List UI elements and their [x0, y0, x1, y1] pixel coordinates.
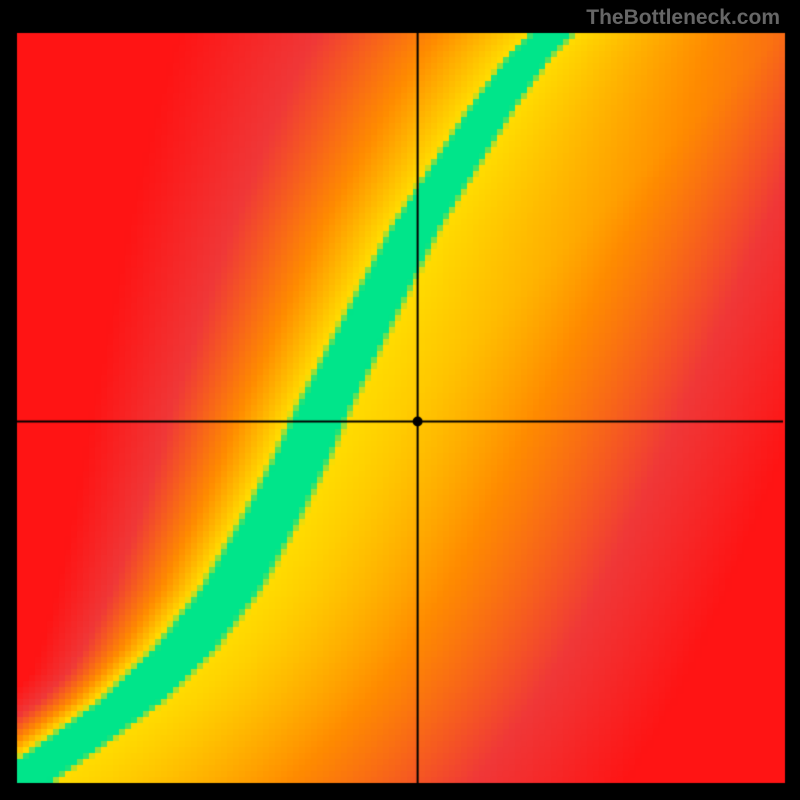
heatmap-canvas [0, 0, 800, 800]
watermark-text: TheBottleneck.com [586, 6, 780, 30]
chart-container: TheBottleneck.com [0, 0, 800, 800]
